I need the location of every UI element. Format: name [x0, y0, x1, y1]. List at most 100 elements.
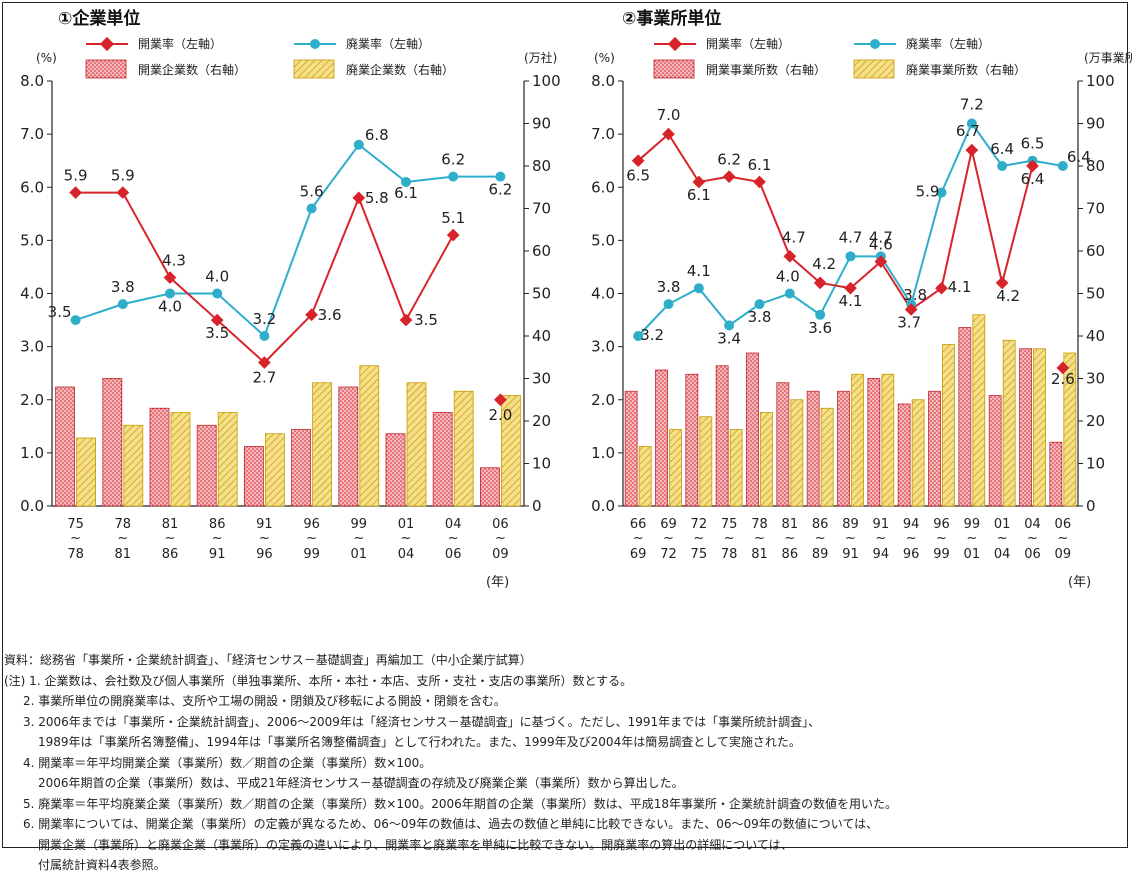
open-rate-label: 6.7	[956, 122, 980, 140]
close-count-bar	[264, 433, 285, 507]
x-tick-start: 04	[445, 517, 462, 532]
open-rate-label: 6.1	[748, 156, 772, 174]
left-tick-label: 0.0	[20, 497, 44, 515]
close-rate-label: 6.2	[441, 151, 465, 169]
right-tick-label: 30	[532, 370, 551, 388]
open-rate-label: 6.4	[1021, 170, 1045, 188]
open-rate-point	[494, 393, 507, 407]
open-count-bar	[685, 373, 699, 507]
x-tick-tilde: ~	[784, 531, 795, 546]
close-rate-label: 3.8	[111, 278, 135, 296]
close-rate-label: 5.9	[916, 183, 940, 201]
open-count-bar	[196, 424, 217, 507]
open-count-bar	[776, 382, 790, 507]
x-tick-tilde: ~	[1027, 531, 1038, 546]
open-rate-label: 2.6	[1051, 370, 1075, 388]
open-count-bar	[988, 395, 1002, 507]
x-tick-end: 01	[351, 547, 368, 562]
open-count-bar	[1019, 348, 1032, 507]
open-rate-point	[935, 281, 948, 295]
close-rate-label: 3.6	[808, 319, 832, 337]
open-count-bar	[806, 390, 820, 507]
left-tick-label: 6.0	[591, 178, 615, 196]
close-rate-label: 7.2	[960, 96, 984, 114]
x-tick-start: 01	[398, 517, 415, 532]
close-rate-line	[75, 143, 501, 338]
left-tick-label: 8.0	[20, 72, 44, 90]
x-tick-end: 06	[1024, 547, 1041, 562]
note-4b: 2006年期首の企業（事業所）数は、平成21年経済センサス－基礎調査の存続及び廃…	[38, 776, 684, 790]
right-tick-label: 50	[1086, 285, 1105, 303]
x-tick-end: 94	[873, 547, 890, 562]
x-tick-tilde: ~	[401, 531, 412, 546]
note-1: (注) 1. 企業数は、会社数及び個人事業所（単独事業所、本所・本社・本店、支所…	[4, 673, 633, 688]
open-rate-point	[753, 175, 766, 189]
close-count-bar	[1063, 352, 1077, 507]
open-rate-point	[783, 249, 797, 263]
x-tick-tilde: ~	[165, 531, 176, 546]
x-tick-tilde: ~	[754, 531, 765, 546]
source-note: 資料：総務省「事業所・企業統計調査」、「経済センサス－基礎調査」再編加工（中小企…	[4, 653, 532, 667]
x-tick-tilde: ~	[724, 531, 735, 546]
x-tick-end: 09	[1055, 547, 1072, 562]
figure-frame	[2, 2, 1128, 848]
open-count-bar	[624, 390, 638, 507]
close-rate-label: 3.8	[903, 286, 927, 304]
close-count-bar	[669, 429, 682, 507]
open-count-bar	[55, 386, 75, 507]
open-count-bar	[432, 412, 453, 507]
close-count-bar	[453, 390, 474, 507]
open-rate-point	[631, 154, 645, 168]
x-tick-tilde: ~	[259, 531, 270, 546]
close-rate-point	[165, 288, 175, 299]
close-rate-label: 3.2	[640, 326, 664, 344]
open-count-bar	[1049, 441, 1063, 507]
left-tick-label: 2.0	[591, 391, 615, 409]
open-rate-label: 2.7	[252, 369, 276, 387]
left-tick-label: 6.0	[20, 178, 44, 196]
x-tick-tilde: ~	[815, 531, 826, 546]
x-tick-end: 75	[691, 547, 708, 562]
notes-block: 資料：総務省「事業所・企業統計調査」、「経済センサス－基礎調査」再編加工（中小企…	[4, 650, 1128, 876]
x-tick-start: 75	[67, 517, 84, 532]
left-tick-label: 5.0	[20, 231, 44, 249]
close-count-bar	[972, 314, 986, 507]
x-tick-tilde: ~	[966, 531, 977, 546]
x-tick-tilde: ~	[353, 531, 364, 546]
x-tick-start: 89	[842, 517, 859, 532]
close-count-bar	[123, 424, 144, 507]
legend-open-count-swatch	[85, 59, 127, 79]
x-tick-end: 86	[162, 547, 179, 562]
x-tick-end: 04	[398, 547, 415, 562]
x-tick-tilde: ~	[906, 531, 917, 546]
open-rate-label: 2.0	[488, 406, 512, 424]
chart-establishment-unit: ②事業所単位 (%) (万事業所 開業率（左軸） 廃業率（左軸） 開業事業所数（右軸） 廃業…	[591, 8, 1132, 590]
close-count-bar	[406, 382, 427, 507]
x-tick-end: 81	[751, 547, 768, 562]
x-tick-end: 89	[812, 547, 829, 562]
note-4a: 4. 開業率＝年平均開業企業（事業所）数／期首の企業（事業所）数×100。	[23, 755, 432, 770]
note-5: 5. 廃業率＝年平均廃業企業（事業所）数／期首の企業（事業所）数×100。200…	[23, 796, 898, 811]
close-rate-label: 4.1	[687, 262, 711, 280]
x-tick-tilde: ~	[663, 531, 674, 546]
panel-title: ②事業所単位	[622, 8, 721, 29]
close-rate-label: 3.4	[717, 329, 741, 347]
open-rate-label: 4.1	[839, 292, 863, 310]
left-tick-label: 5.0	[591, 231, 615, 249]
x-tick-tilde: ~	[70, 531, 81, 546]
x-tick-tilde: ~	[633, 531, 644, 546]
close-count-bar	[942, 344, 955, 507]
close-rate-point	[845, 251, 856, 262]
open-rate-point	[446, 228, 460, 242]
right-tick-label: 10	[532, 455, 551, 473]
right-tick-label: 0	[532, 497, 542, 515]
chart-enterprise-unit: ①企業単位 (%) (万社) 開業率（左軸） 廃業率（左軸） 開業企業数（右軸） 廃業企業数…	[20, 8, 561, 590]
close-count-bar	[359, 365, 380, 507]
close-rate-point	[997, 161, 1008, 171]
legend-close-count-swatch	[853, 59, 895, 79]
close-count-bar	[851, 373, 864, 507]
open-count-bar	[715, 365, 729, 507]
x-tick-start: 91	[873, 517, 890, 532]
x-tick-end: 06	[445, 547, 462, 562]
close-rate-label: 4.0	[158, 298, 182, 316]
